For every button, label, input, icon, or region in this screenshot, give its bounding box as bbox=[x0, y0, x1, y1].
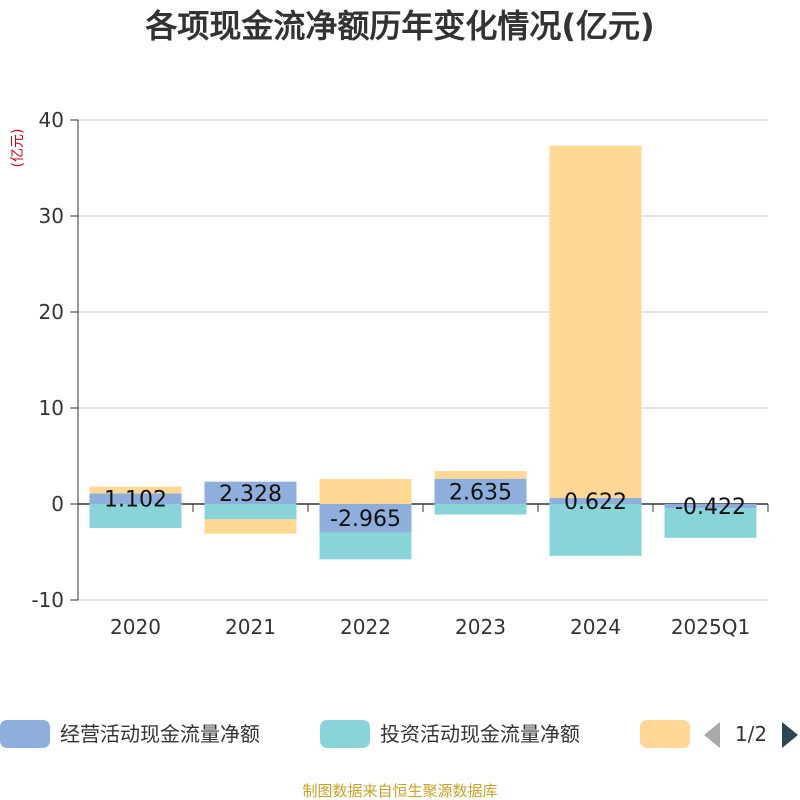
bar-s1-2025Q1 bbox=[664, 508, 757, 538]
ytick-label-0: 40 bbox=[39, 108, 64, 132]
bar-s1-2023 bbox=[434, 504, 527, 515]
bar-s0-2023 bbox=[434, 478, 527, 504]
bar-s1-2022 bbox=[319, 532, 412, 560]
ytick-label-3: 10 bbox=[39, 396, 64, 420]
legend: 经营活动现金流量净额 投资活动现金流量净额 1/2 bbox=[0, 720, 798, 748]
bar-s2-2024 bbox=[549, 145, 642, 499]
bar-s1-2021 bbox=[204, 504, 297, 520]
data-label-2021: 2.328 bbox=[219, 482, 282, 507]
bar-s1-2024 bbox=[549, 504, 642, 556]
data-label-2023: 2.635 bbox=[449, 480, 512, 505]
xtick-label-2023: 2023 bbox=[455, 615, 506, 639]
legend-next-icon[interactable] bbox=[782, 722, 798, 748]
y-axis-unit: (亿元) bbox=[10, 129, 26, 168]
data-label-2020: 1.102 bbox=[104, 488, 167, 513]
bar-s2-2020 bbox=[89, 486, 182, 494]
bar-s2-2023 bbox=[434, 471, 527, 479]
legend-swatch-1[interactable] bbox=[320, 720, 370, 748]
data-label-2025Q1: -0.422 bbox=[675, 495, 746, 520]
bar-s2-2022 bbox=[319, 479, 412, 504]
xtick-label-2021: 2021 bbox=[225, 615, 276, 639]
data-label-2024: 0.622 bbox=[564, 490, 627, 515]
xtick-label-2025Q1: 2025Q1 bbox=[671, 615, 750, 639]
source-footer: 制图数据来自恒生聚源数据库 bbox=[302, 782, 497, 800]
ytick-label-4: 0 bbox=[51, 492, 64, 516]
bar-s0-2020 bbox=[89, 493, 182, 504]
chart-title: 各项现金流净额历年变化情况(亿元) bbox=[145, 7, 654, 45]
ytick-label-2: 20 bbox=[39, 300, 64, 324]
data-label-2022: -2.965 bbox=[330, 507, 401, 532]
xtick-label-2020: 2020 bbox=[110, 615, 161, 639]
bars bbox=[89, 145, 757, 560]
bar-s2-2021 bbox=[204, 519, 297, 534]
bar-s0-2021 bbox=[204, 481, 297, 504]
ytick-label-5: -10 bbox=[31, 588, 64, 612]
xtick-label-2022: 2022 bbox=[340, 615, 391, 639]
bar-s1-2020 bbox=[89, 504, 182, 528]
legend-prev-icon[interactable] bbox=[704, 722, 720, 748]
xtick-label-2024: 2024 bbox=[570, 615, 621, 639]
legend-swatch-0[interactable] bbox=[0, 720, 50, 748]
legend-swatch-2[interactable] bbox=[640, 720, 690, 748]
legend-label-1[interactable]: 投资活动现金流量净额 bbox=[380, 722, 580, 746]
bar-s0-2025Q1 bbox=[664, 504, 757, 509]
data-labels: 1.102 2.328 -2.965 2.635 0.622 -0.422 bbox=[104, 480, 746, 532]
legend-label-0[interactable]: 经营活动现金流量净额 bbox=[60, 722, 260, 746]
ytick-label-1: 30 bbox=[39, 204, 64, 228]
bar-s0-2024 bbox=[549, 498, 642, 504]
legend-page-indicator: 1/2 bbox=[735, 722, 767, 746]
bar-s0-2022 bbox=[319, 504, 412, 533]
axes: 40 30 20 10 0 -10 2020 2021 2022 2023 2024 2025Q1 bbox=[31, 108, 769, 639]
